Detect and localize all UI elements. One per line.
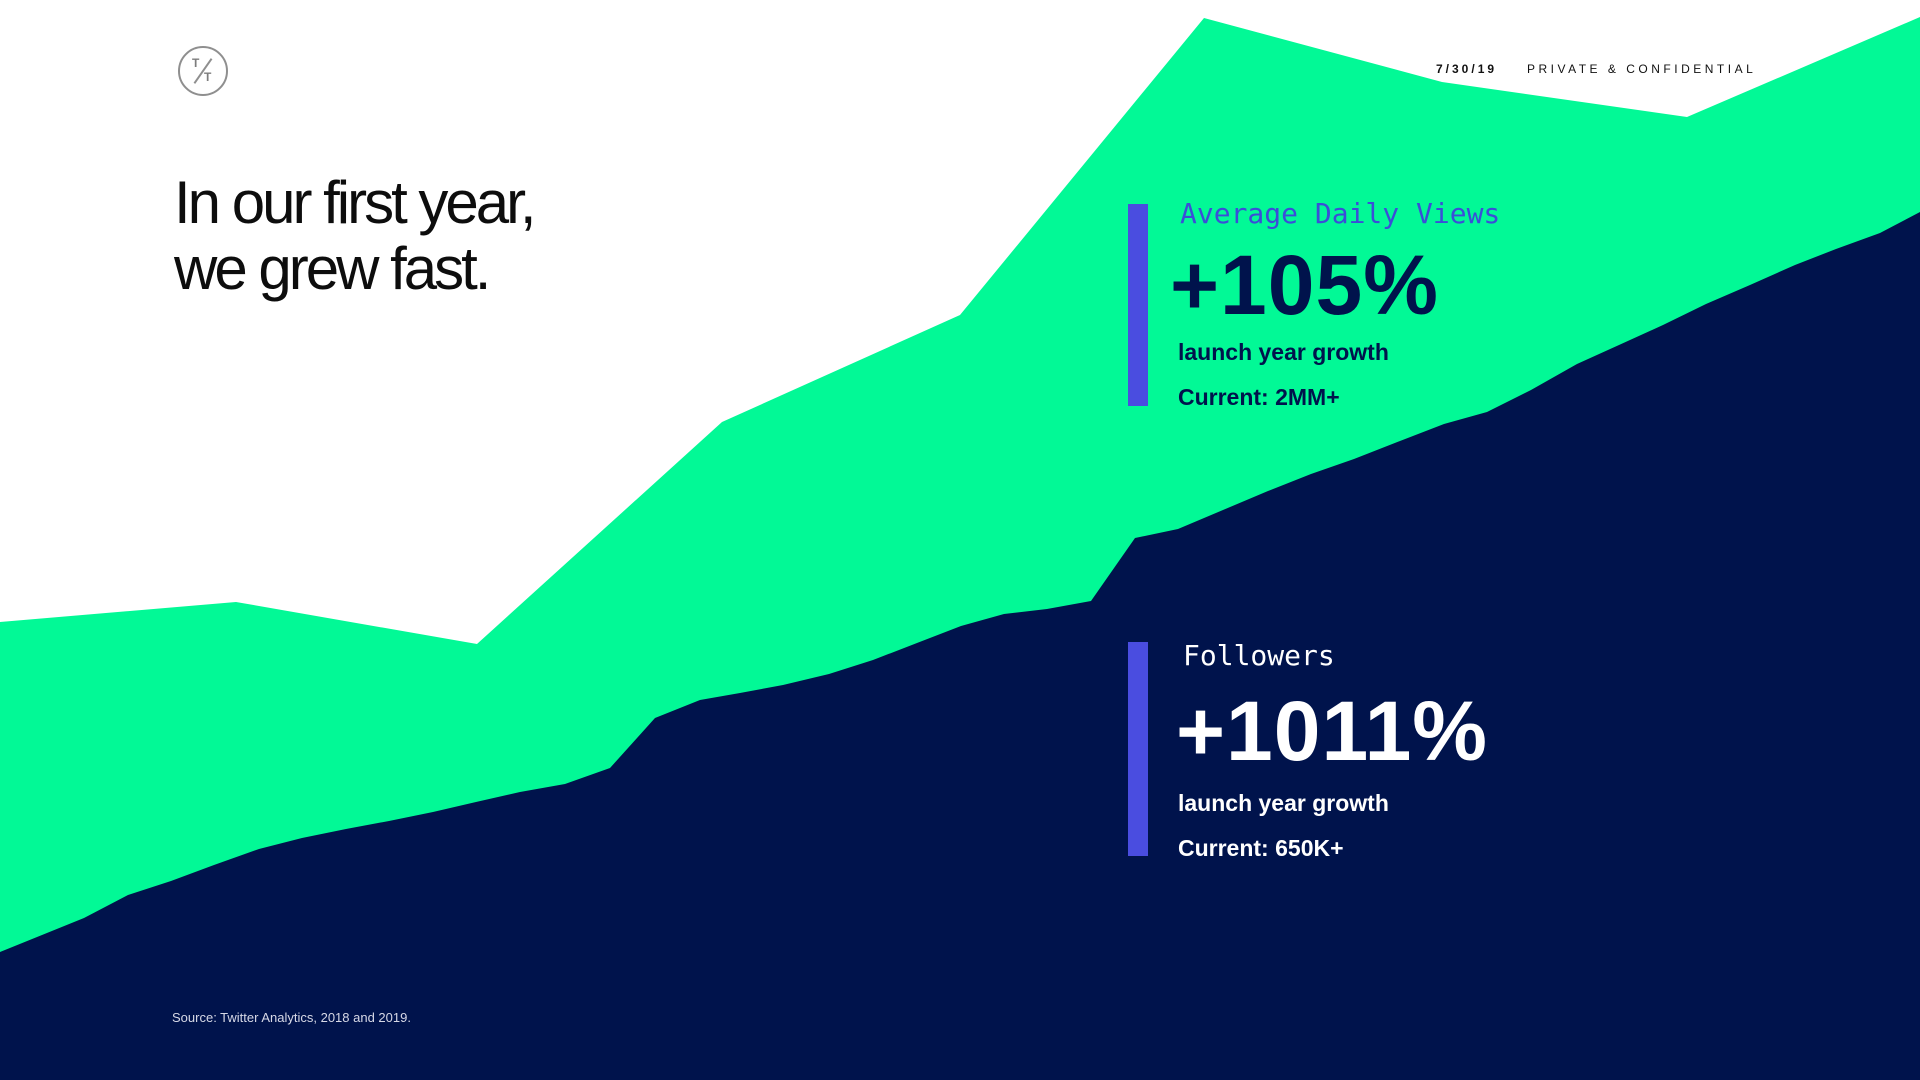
page-title: In our first year, we grew fast. (174, 170, 694, 302)
views-current: Current: 2MM+ (1178, 384, 1340, 410)
views-growth: launch year growth (1178, 339, 1389, 365)
views-label: Average Daily Views (1180, 197, 1501, 230)
followers-accent-bar (1128, 642, 1148, 856)
followers-area (0, 212, 1920, 1080)
header-date: 7/30/19 (1436, 62, 1498, 76)
followers-growth: launch year growth (1178, 790, 1389, 816)
logo-letter-top: T (192, 56, 200, 70)
header-confidential: PRIVATE & CONFIDENTIAL (1527, 62, 1757, 76)
logo-letter-bottom: T (204, 70, 212, 84)
page-title-line-2: we grew fast. (174, 235, 491, 302)
source-note: Source: Twitter Analytics, 2018 and 2019… (172, 1010, 411, 1025)
followers-value: +1011% (1176, 684, 1488, 778)
followers-label: Followers (1183, 639, 1335, 672)
views-accent-bar (1128, 204, 1148, 406)
page-title-line-1: In our first year, (174, 169, 537, 236)
views-value: +105% (1170, 238, 1439, 332)
followers-current: Current: 650K+ (1178, 835, 1344, 861)
logo: T T (178, 46, 228, 96)
